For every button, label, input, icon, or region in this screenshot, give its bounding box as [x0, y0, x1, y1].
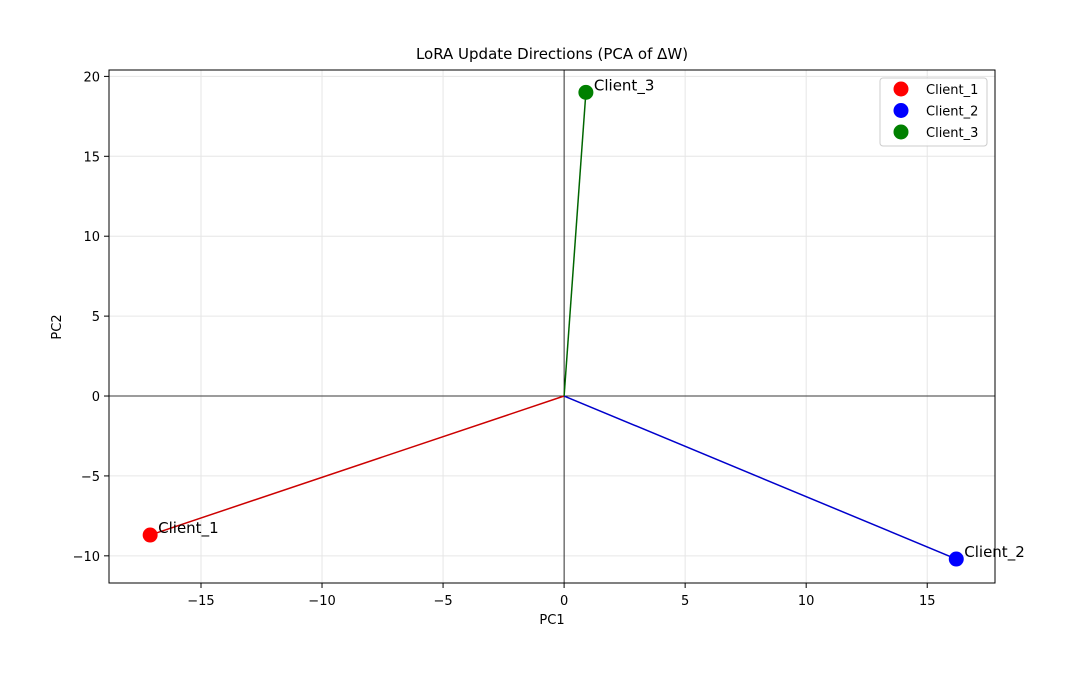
- y-axis-ticks: −10 −5 0 5 10 15 20: [73, 70, 109, 565]
- chart-title: LoRA Update Directions (PCA of ΔW): [416, 45, 688, 63]
- x-tick-label: 10: [798, 594, 815, 609]
- data-point: [948, 551, 964, 567]
- reference-lines: [109, 70, 995, 583]
- x-tick-label: 5: [681, 594, 689, 609]
- point-label: Client_1: [158, 519, 218, 538]
- y-tick-label: 20: [83, 70, 100, 85]
- plot-frame: [108, 69, 996, 584]
- y-tick-label: −5: [81, 470, 100, 485]
- legend: Client_1 Client_2 Client_3: [879, 77, 988, 147]
- grid-lines: [109, 70, 995, 583]
- vector-lines: [149, 92, 957, 560]
- y-tick-label: 10: [83, 230, 100, 245]
- vector-line: [149, 395, 565, 536]
- x-axis-title: PC1: [539, 613, 564, 628]
- vector-line: [563, 395, 957, 560]
- data-point: [142, 527, 158, 543]
- legend-marker: [893, 124, 909, 140]
- data-points: [142, 84, 964, 567]
- data-point: [578, 84, 594, 100]
- legend-marker: [893, 103, 909, 118]
- y-tick-label: 5: [92, 310, 100, 325]
- y-tick-label: −10: [73, 550, 100, 565]
- x-tick-label: −5: [433, 594, 452, 609]
- y-tick-label: 0: [92, 390, 100, 405]
- y-axis-title: PC2: [50, 314, 65, 339]
- x-tick-label: −10: [308, 594, 335, 609]
- point-label: Client_3: [594, 76, 654, 95]
- x-tick-label: 0: [560, 594, 568, 609]
- point-labels: Client_1 Client_2 Client_3: [158, 76, 1025, 562]
- x-tick-label: 15: [919, 594, 936, 609]
- x-tick-label: −15: [187, 594, 214, 609]
- vector-line: [563, 92, 587, 397]
- y-tick-label: 15: [83, 150, 100, 165]
- legend-marker: [893, 81, 909, 97]
- x-axis-ticks: −15 −10 −5 0 5 10 15: [187, 583, 935, 609]
- legend-label: Client_3: [926, 126, 978, 141]
- legend-label: Client_2: [926, 105, 978, 120]
- legend-label: Client_1: [926, 83, 978, 98]
